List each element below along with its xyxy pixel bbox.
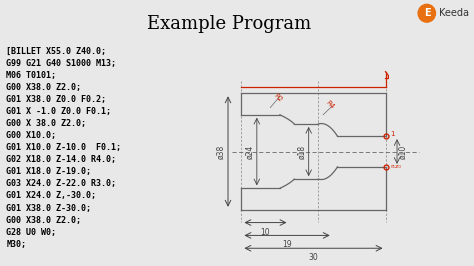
Text: G01 X38.0 Z0.0 F0.2;: G01 X38.0 Z0.0 F0.2; [6,95,106,104]
Text: Keeda: Keeda [439,8,469,18]
Text: M30;: M30; [6,240,26,249]
Text: G99 G21 G40 S1000 M13;: G99 G21 G40 S1000 M13; [6,59,116,68]
Text: G02 X18.0 Z-14.0 R4.0;: G02 X18.0 Z-14.0 R4.0; [6,155,116,164]
Text: R2: R2 [273,93,283,104]
Text: ø38: ø38 [216,144,225,159]
Text: 19: 19 [282,240,292,249]
Text: [BILLET X55.0 Z40.0;: [BILLET X55.0 Z40.0; [6,47,106,56]
Text: G01 X24.0 Z,-30.0;: G01 X24.0 Z,-30.0; [6,192,96,201]
Text: 1: 1 [390,131,395,137]
Text: G00 X38.0 Z2.0;: G00 X38.0 Z2.0; [6,83,81,92]
Text: E: E [424,8,431,18]
Text: G03 X24.0 Z-22.0 R3.0;: G03 X24.0 Z-22.0 R3.0; [6,179,116,188]
Text: R4: R4 [325,99,335,110]
Text: G00 X10.0;: G00 X10.0; [6,131,56,140]
Text: G01 X38.0 Z-30.0;: G01 X38.0 Z-30.0; [6,203,91,213]
Text: G28 U0 W0;: G28 U0 W0; [6,228,56,237]
Text: G01 X10.0 Z-10.0  F0.1;: G01 X10.0 Z-10.0 F0.1; [6,143,121,152]
Text: ø18: ø18 [298,144,307,159]
Circle shape [418,4,436,22]
Text: M06 T0101;: M06 T0101; [6,71,56,80]
Text: G01 X -1.0 Z0.0 F0.1;: G01 X -1.0 Z0.0 F0.1; [6,107,111,116]
Text: 30: 30 [309,253,319,262]
Text: ø10: ø10 [399,144,408,159]
Text: G01 X18.0 Z-19.0;: G01 X18.0 Z-19.0; [6,167,91,176]
Text: 10: 10 [261,227,270,236]
Text: r₁z₀: r₁z₀ [390,164,401,169]
Text: Example Program: Example Program [147,15,311,33]
Text: ø24: ø24 [246,144,255,159]
Text: G00 X38.0 Z2.0;: G00 X38.0 Z2.0; [6,215,81,225]
Text: G00 X 38.0 Z2.0;: G00 X 38.0 Z2.0; [6,119,86,128]
